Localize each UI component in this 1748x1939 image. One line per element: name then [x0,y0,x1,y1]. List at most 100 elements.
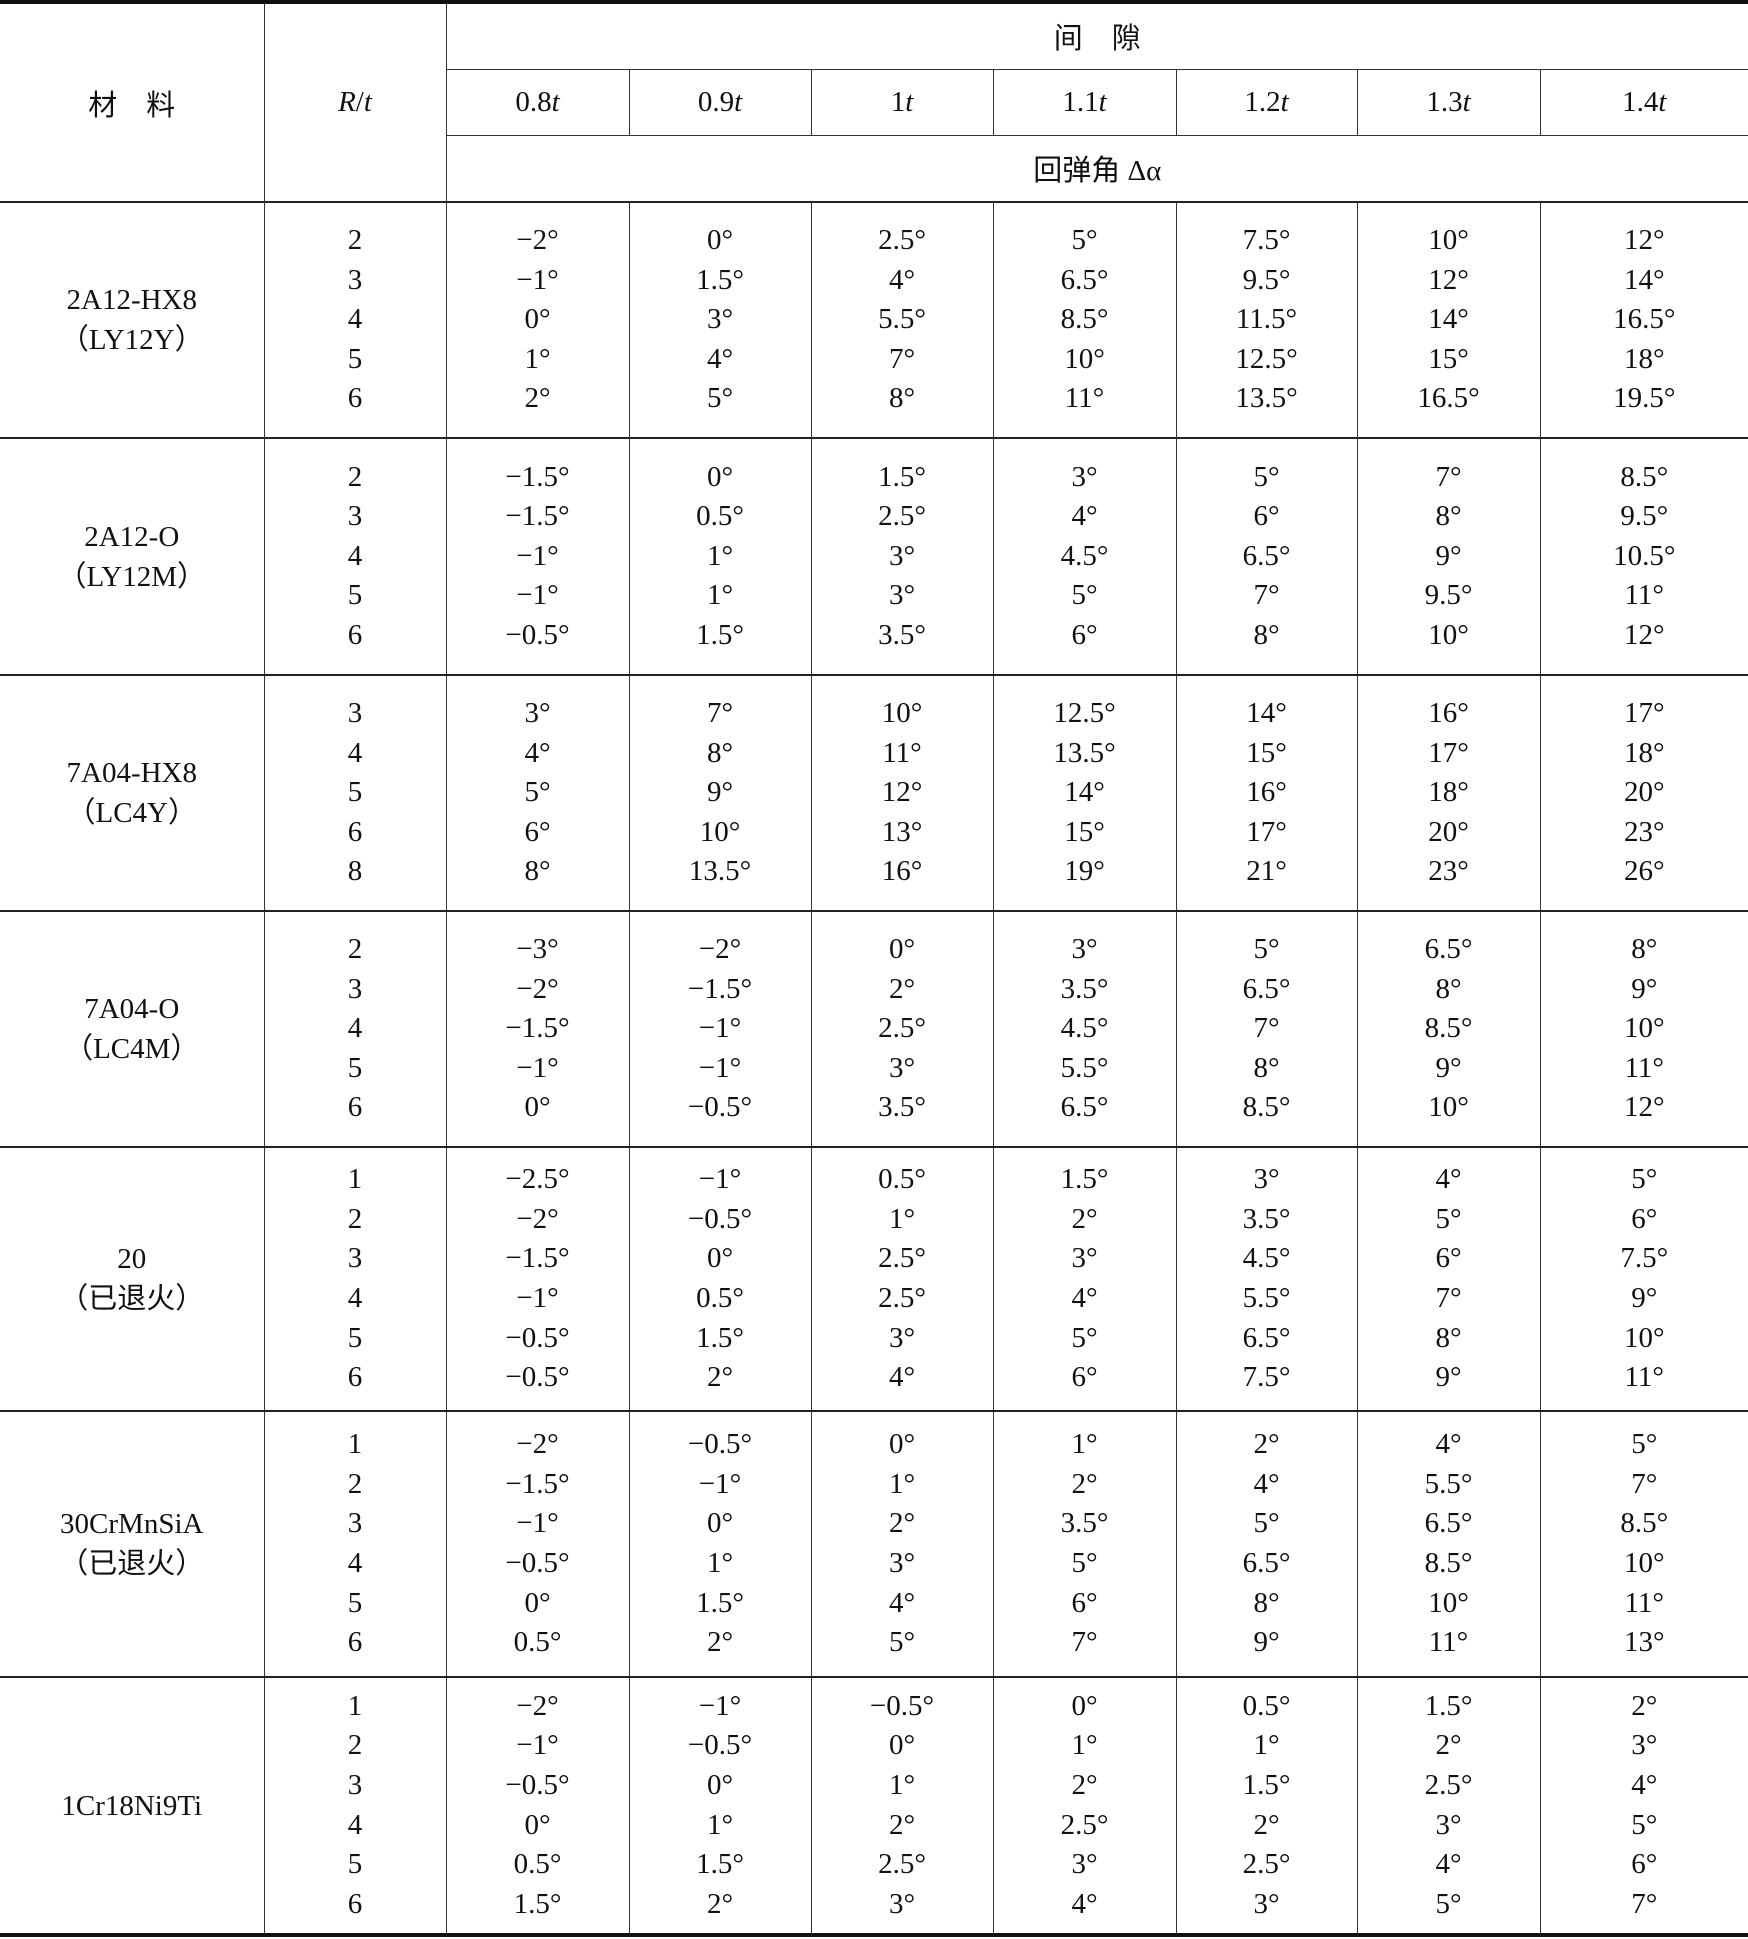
springback-value: 8° [706,736,734,769]
springback-cell: 7° 8° 9° 10° 13.5° [628,674,812,912]
springback-value: 3° [1631,1729,1658,1762]
springback-value: 6.5° [1242,1321,1291,1354]
material-name: （LC4M） [64,1033,200,1065]
springback-value: 0.5° [878,1163,926,1196]
springback-value: 3° [888,539,916,572]
springback-value: 1.5° [513,1887,562,1920]
springback-cell: 0° 0.5° 1° 1° 1.5° [628,437,812,676]
springback-value: 4° [1435,1163,1462,1196]
springback-value: 6° [1631,1848,1658,1881]
springback-value: 8.5° [1424,1547,1473,1579]
springback-value: −1.5° [505,1242,570,1275]
springback-value: 1.5° [1060,1163,1109,1196]
springback-value: −1° [698,1051,742,1084]
springback-value: 1.5° [696,1321,744,1354]
springback-value: 4° [1071,1887,1098,1920]
springback-cell: 3° 4° 4.5° 5° 6° [992,437,1177,676]
springback-value: 14° [1064,776,1105,809]
springback-value: 2.5° [1060,1808,1109,1841]
springback-value: 0° [1071,1689,1098,1722]
springback-value: 8° [1435,1321,1462,1354]
springback-value: 1° [706,1547,734,1579]
springback-value: 8° [1253,1586,1280,1619]
springback-value: 7° [1253,1012,1280,1045]
springback-cell: 7° 8° 9° 9.5° 10° [1356,437,1541,676]
springback-value: 10° [1623,1547,1665,1579]
springback-value: −0.5° [687,1729,753,1762]
springback-value: −1.5° [505,500,570,533]
springback-value: 10° [1428,224,1469,257]
springback-value: 16° [881,855,923,888]
springback-value: 3° [1071,1242,1098,1275]
springback-value: 7° [1435,1282,1462,1314]
springback-cell: −1.5° −1.5° −1° −1° −0.5° [445,437,630,676]
material-group-row: 7A04-O （LC4M） 2 3 4 5 6 −3° −2° −1.5° −1° 0° −2° −1.5… [0,910,1748,1148]
springback-value: 3.5° [1242,1202,1291,1235]
springback-value: 7.5° [1620,1242,1669,1275]
springback-cell: 14° 15° 16° 17° 21° [1175,674,1358,912]
springback-value: 6° [1071,1586,1098,1619]
springback-value: 10° [1428,618,1469,651]
springback-value: −1° [516,1282,559,1314]
material-group-row: 2A12-HX8 （LY12Y） 2 3 4 5 6 −2° −1° 0° 1° 2° 0° 1.5° 3°… [0,201,1748,439]
springback-value: 9° [1253,1626,1280,1659]
rt-cell: 1 2 3 4 5 6 [263,1146,447,1412]
springback-value: 2° [1435,1729,1462,1762]
springback-value: 15° [1428,342,1469,375]
rt-value: 4 [347,1282,363,1314]
springback-value: 3° [1253,1887,1280,1920]
springback-value: 26° [1623,855,1665,888]
springback-cell: 12° 14° 16.5° 18° 19.5° [1539,201,1748,439]
springback-value: 11° [882,736,922,769]
springback-value: 17° [1623,697,1665,730]
springback-cell: 0° 1° 2° 2.5° 3° 4° [992,1676,1177,1937]
springback-value: 4.5° [1060,539,1109,572]
springback-cell: 17° 18° 20° 23° 26° [1539,674,1748,912]
springback-cell: 10° 12° 14° 15° 16.5° [1356,201,1541,439]
springback-value: 11° [1064,382,1105,415]
springback-value: 15° [1064,815,1105,848]
rt-value: 3 [347,1242,363,1275]
springback-cell: 4° 5° 6° 7° 8° 9° [1356,1146,1541,1412]
springback-cell: 5° 6.5° 8.5° 10° 11° [992,201,1177,439]
springback-value: 10.5° [1613,539,1676,572]
springback-value: 10° [699,815,741,848]
springback-value: 3° [888,1051,916,1084]
springback-value: 17° [1428,736,1469,769]
springback-value: 11° [1624,1586,1665,1619]
springback-value: 4° [706,342,734,375]
springback-value: 2° [706,1361,734,1394]
springback-value: −2° [516,1202,559,1235]
springback-value: 0.5° [1242,1689,1291,1722]
rt-cell: 3 4 5 6 8 [263,674,447,912]
rt-value: 4 [347,1808,363,1841]
springback-value: 8° [1435,972,1462,1005]
springback-value: 5° [1631,1808,1658,1841]
springback-value: 3.5° [1060,972,1109,1005]
springback-value: 3° [1435,1808,1462,1841]
springback-cell: 12.5° 13.5° 14° 15° 19° [992,674,1177,912]
springback-value: 2° [706,1887,734,1920]
material-cell: 2A12-O （LY12M） [0,437,265,676]
springback-cell: 0° 1° 2° 3° 4° 5° [810,1410,994,1678]
springback-value: 2.5° [878,1242,926,1275]
springback-cell: 5° 6° 7.5° 9° 10° 11° [1539,1146,1748,1412]
springback-value: 14° [1428,303,1469,336]
springback-value: 6.5° [1242,1547,1291,1579]
springback-value: 8° [1253,1051,1280,1084]
springback-value: 2° [706,1626,734,1659]
rt-value: 1 [347,1428,363,1461]
springback-value: 1° [1071,1428,1098,1461]
springback-cell: −0.5° −1° 0° 1° 1.5° 2° [628,1410,812,1678]
material-group-row: 7A04-HX8 （LC4Y） 3 4 5 6 8 3° 4° 5° 6° 8° 7° 8° 9° 10° 13… [0,674,1748,912]
springback-value: 14° [1623,263,1665,296]
springback-value: −1° [516,539,559,572]
springback-value: 8.5° [1620,1507,1669,1540]
springback-value: 16.5° [1613,303,1676,336]
material-cell: 1Cr18Ni9Ti [0,1676,265,1937]
springback-value: 3° [1071,460,1098,493]
springback-value: 0° [888,1428,916,1461]
springback-value: 6.5° [1060,263,1109,296]
springback-value: −1° [698,1467,742,1500]
springback-value: 2° [1071,1467,1098,1500]
